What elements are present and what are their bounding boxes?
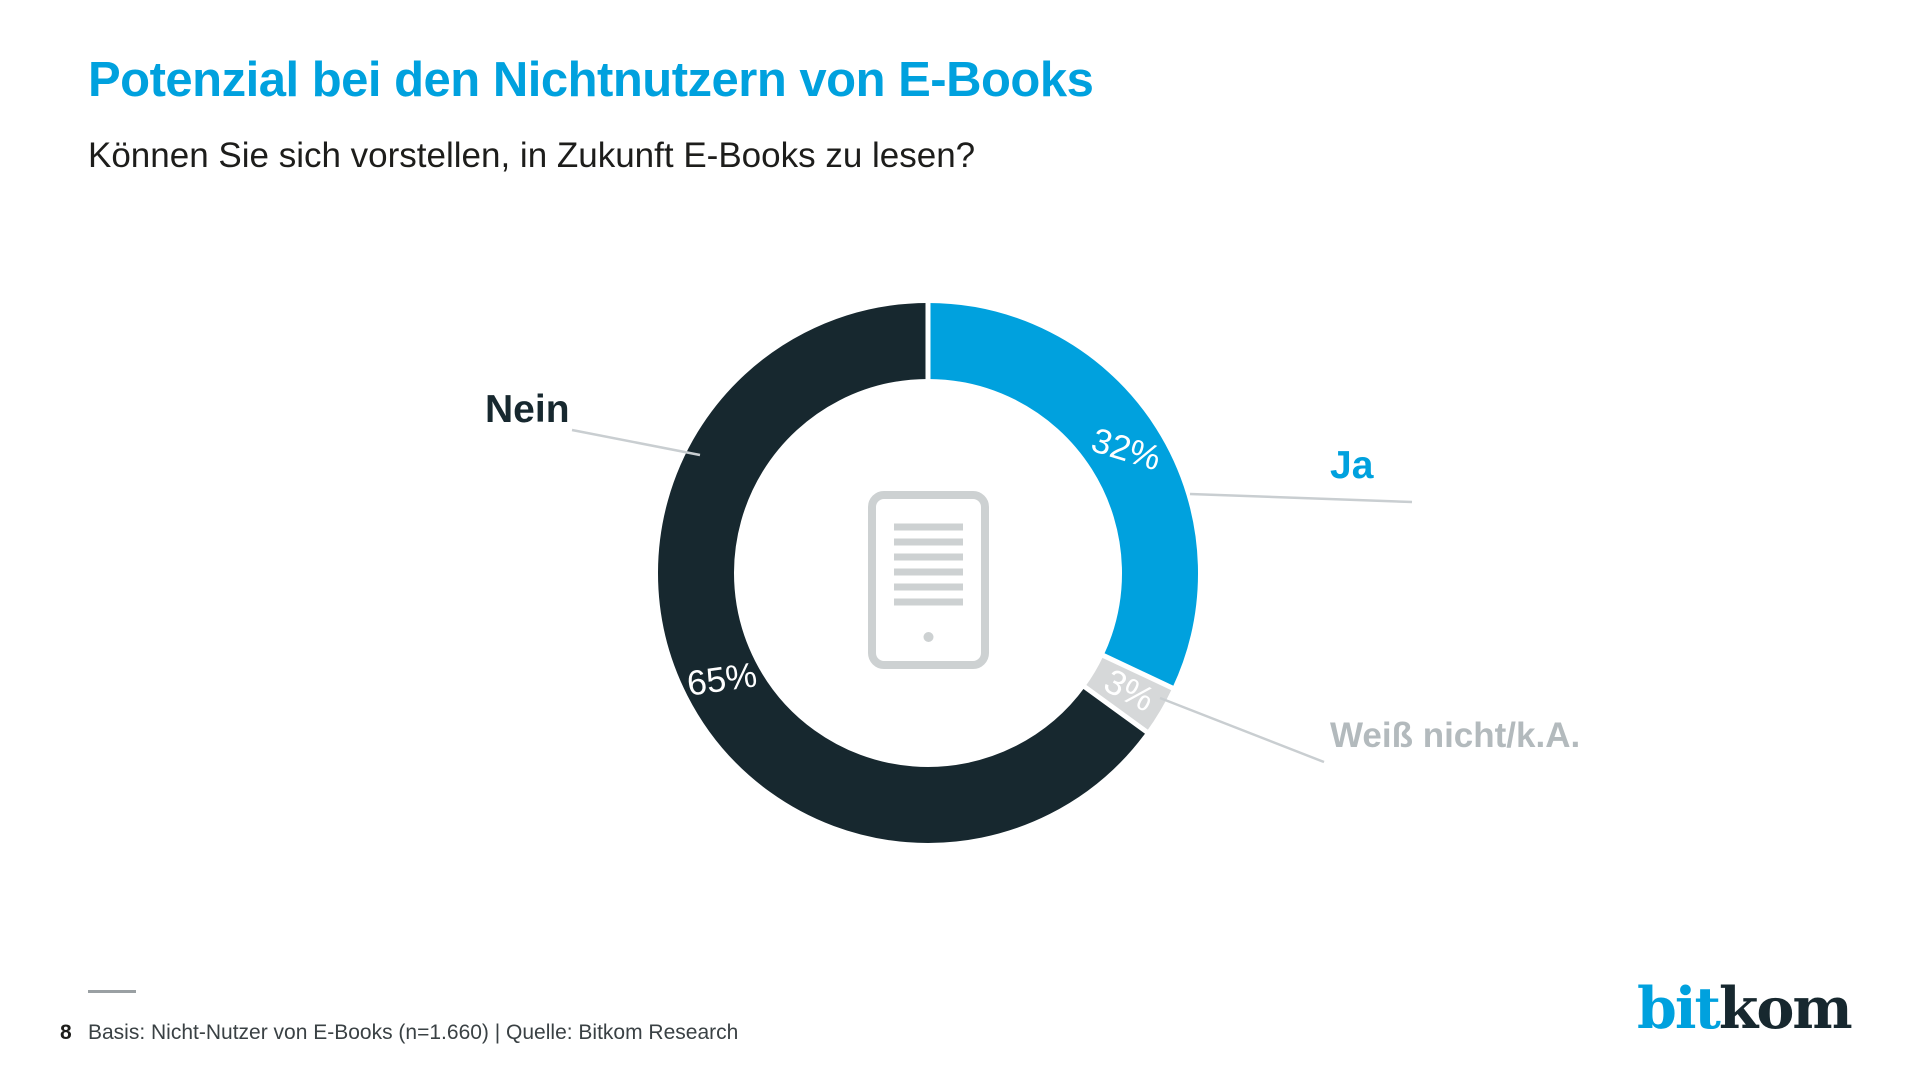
- bitkom-logo-bit: bit: [1637, 975, 1721, 1042]
- leader-line-ja: [1189, 492, 1413, 504]
- leader-lines: [571, 428, 1413, 764]
- page-title: Potenzial bei den Nichtnutzern von E-Boo…: [88, 53, 1094, 107]
- segment-label-weiss-nicht: Weiß nicht/k.A.: [1330, 716, 1581, 755]
- footer-divider: [88, 990, 136, 993]
- page-number: 8: [60, 1021, 72, 1044]
- donut-segments: [658, 300, 1198, 843]
- ereader-icon: [868, 491, 989, 669]
- source-text: Basis: Nicht-Nutzer von E-Books (n=1.660…: [88, 1021, 739, 1044]
- leader-line-weiss-nicht: [1159, 696, 1325, 764]
- bitkom-logo-kom: kom: [1718, 975, 1853, 1042]
- page-subtitle: Können Sie sich vorstellen, in Zukunft E…: [88, 136, 976, 175]
- bitkom-logo: bitkom: [1637, 980, 1853, 1037]
- segment-label-nein: Nein: [485, 388, 570, 431]
- segment-label-ja: Ja: [1330, 444, 1374, 487]
- leader-line-nein: [571, 428, 701, 457]
